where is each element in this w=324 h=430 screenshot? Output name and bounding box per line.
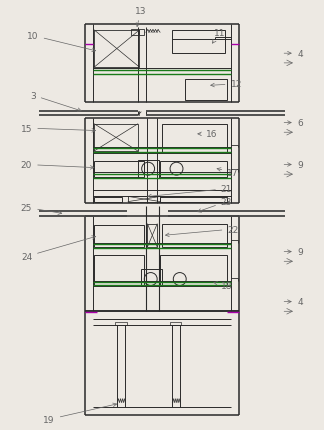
Bar: [94, 31, 139, 68]
Text: 25: 25: [21, 203, 62, 215]
Text: 9: 9: [284, 248, 303, 257]
Text: 17: 17: [217, 168, 239, 178]
Text: 20: 20: [21, 161, 94, 170]
Bar: [162, 125, 226, 153]
Text: 13: 13: [135, 7, 147, 28]
Bar: [94, 197, 122, 202]
Text: 4: 4: [284, 298, 303, 307]
Bar: [94, 125, 138, 152]
Text: 19: 19: [43, 403, 117, 424]
Bar: [172, 31, 225, 54]
Text: 23: 23: [198, 198, 232, 213]
Text: 16: 16: [198, 130, 218, 139]
Text: 24: 24: [21, 236, 96, 261]
Text: 18: 18: [214, 281, 232, 290]
Bar: [131, 30, 138, 37]
Text: 15: 15: [21, 124, 96, 133]
Text: 21: 21: [148, 185, 232, 198]
Bar: [162, 224, 226, 247]
Bar: [94, 225, 144, 247]
Text: 11: 11: [213, 29, 226, 44]
Bar: [185, 80, 226, 101]
Bar: [115, 322, 126, 325]
Text: 6: 6: [284, 119, 303, 128]
Text: 22: 22: [166, 225, 238, 237]
Bar: [160, 256, 226, 285]
Bar: [94, 256, 144, 285]
Bar: [141, 269, 162, 287]
Bar: [138, 161, 159, 178]
Text: 4: 4: [284, 49, 303, 58]
Bar: [94, 161, 144, 177]
Bar: [139, 30, 144, 37]
Text: 10: 10: [27, 32, 96, 52]
Text: 12: 12: [211, 80, 242, 89]
Bar: [160, 161, 226, 177]
Bar: [170, 322, 181, 325]
Text: 3: 3: [30, 92, 81, 112]
Bar: [160, 197, 226, 202]
Bar: [147, 224, 157, 247]
Text: 9: 9: [284, 161, 303, 169]
Bar: [128, 197, 160, 202]
